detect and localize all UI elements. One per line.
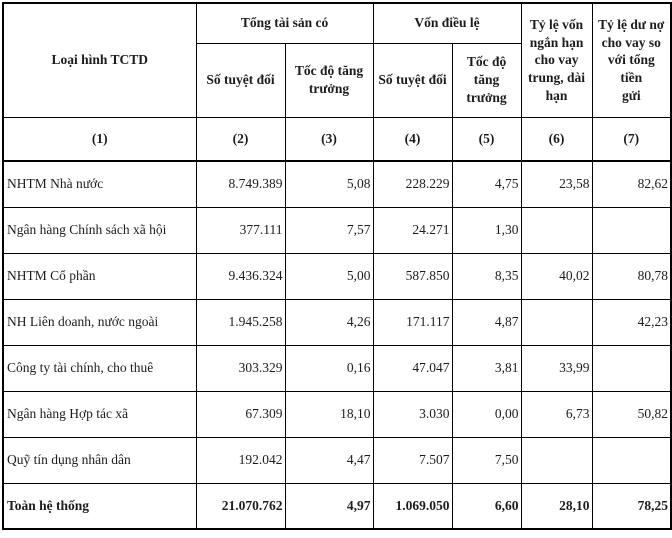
cell-loan-deposit-ratio: 42,23 — [591, 298, 672, 346]
cell-assets-absolute: 8.749.389 — [195, 160, 286, 208]
table-header: Loại hình TCTD Tổng tài sản có Vốn điều … — [2, 2, 672, 162]
cell-loan-deposit-ratio: 82,62 — [591, 160, 672, 208]
subheader-capital-growth: Tốc độ tăng trưởng — [451, 42, 522, 118]
cell-capital-growth: 3,81 — [451, 344, 522, 392]
cell-assets-absolute: 67.309 — [195, 390, 286, 438]
table-row: Ngân hàng Chính sách xã hội 377.111 7,57… — [2, 206, 672, 254]
cell-assets-absolute: 377.111 — [195, 206, 286, 254]
table-row: Công ty tài chính, cho thuê 303.329 0,16… — [2, 344, 672, 392]
cell-capital-growth: 4,87 — [451, 298, 522, 346]
header-charter-capital: Vốn điều lệ — [372, 2, 522, 44]
cell-assets-growth: 0,16 — [284, 344, 374, 392]
row-label: NHTM Nhà nước — [2, 160, 197, 208]
cell-assets-growth: 5,00 — [284, 252, 374, 300]
row-label: Công ty tài chính, cho thuê — [2, 344, 197, 392]
table-row: NHTM Nhà nước 8.749.389 5,08 228.229 4,7… — [2, 160, 672, 208]
header-loan-deposit-ratio: Tỷ lệ dư nợ cho vay so với tổng tiền gửi — [591, 2, 672, 118]
cell-loan-deposit-ratio — [591, 206, 672, 254]
cell-short-term-ratio: 33,99 — [520, 344, 593, 392]
cell-assets-growth: 4,47 — [284, 436, 374, 484]
row-label: NH Liên doanh, nước ngoài — [2, 298, 197, 346]
cell-capital-absolute: 7.507 — [372, 436, 453, 484]
row-label: Ngân hàng Chính sách xã hội — [2, 206, 197, 254]
row-label: Toàn hệ thống — [2, 482, 197, 530]
cell-capital-growth: 7,50 — [451, 436, 522, 484]
column-number-2: (2) — [195, 116, 286, 162]
column-number-7: (7) — [591, 116, 672, 162]
cell-loan-deposit-ratio: 50,82 — [591, 390, 672, 438]
cell-assets-growth: 7,57 — [284, 206, 374, 254]
cell-short-term-ratio — [520, 436, 593, 484]
cell-short-term-ratio: 40,02 — [520, 252, 593, 300]
cell-assets-growth: 5,08 — [284, 160, 374, 208]
cell-capital-growth: 1,30 — [451, 206, 522, 254]
header-row-column-numbers: (1) (2) (3) (4) (5) (6) (7) — [2, 116, 672, 162]
cell-short-term-ratio — [520, 206, 593, 254]
cell-capital-growth: 6,60 — [451, 482, 522, 530]
cell-capital-absolute: 171.117 — [372, 298, 453, 346]
subheader-assets-growth: Tốc độ tăng trưởng — [284, 42, 374, 118]
cell-capital-growth: 4,75 — [451, 160, 522, 208]
cell-short-term-ratio: 6,73 — [520, 390, 593, 438]
cell-capital-growth: 8,35 — [451, 252, 522, 300]
table-row: NH Liên doanh, nước ngoài 1.945.258 4,26… — [2, 298, 672, 346]
row-label: Quỹ tín dụng nhân dân — [2, 436, 197, 484]
cell-short-term-ratio — [520, 298, 593, 346]
cell-capital-absolute: 228.229 — [372, 160, 453, 208]
row-label: NHTM Cổ phần — [2, 252, 197, 300]
row-label: Ngân hàng Hợp tác xã — [2, 390, 197, 438]
cell-assets-growth: 4,26 — [284, 298, 374, 346]
cell-assets-absolute: 192.042 — [195, 436, 286, 484]
cell-loan-deposit-ratio: 78,25 — [591, 482, 672, 530]
cell-assets-absolute: 1.945.258 — [195, 298, 286, 346]
header-row-groups: Loại hình TCTD Tổng tài sản có Vốn điều … — [2, 2, 672, 118]
cell-capital-absolute: 587.850 — [372, 252, 453, 300]
cell-assets-absolute: 9.436.324 — [195, 252, 286, 300]
cell-assets-growth: 18,10 — [284, 390, 374, 438]
header-total-assets: Tổng tài sản có — [195, 2, 374, 44]
cell-capital-absolute: 3.030 — [372, 390, 453, 438]
cell-capital-growth: 0,00 — [451, 390, 522, 438]
cell-assets-absolute: 21.070.762 — [195, 482, 286, 530]
cell-loan-deposit-ratio: 80,78 — [591, 252, 672, 300]
table-row: NHTM Cổ phần 9.436.324 5,00 587.850 8,35… — [2, 252, 672, 300]
credit-institutions-table: Loại hình TCTD Tổng tài sản có Vốn điều … — [2, 2, 672, 530]
cell-assets-absolute: 303.329 — [195, 344, 286, 392]
header-row-subheaders: Số tuyệt đối Tốc độ tăng trưởng Số tuyệt… — [3, 42, 671, 118]
column-number-3: (3) — [284, 116, 374, 162]
cell-assets-growth: 4,97 — [284, 482, 374, 530]
cell-short-term-ratio: 23,58 — [520, 160, 593, 208]
header-institution-type: Loại hình TCTD — [2, 2, 197, 118]
table-row: Ngân hàng Hợp tác xã 67.309 18,10 3.030 … — [2, 390, 672, 438]
column-number-1: (1) — [2, 116, 197, 162]
column-number-5: (5) — [451, 116, 522, 162]
cell-capital-absolute: 24.271 — [372, 206, 453, 254]
subheader-assets-absolute: Số tuyệt đối — [195, 42, 286, 118]
cell-short-term-ratio: 28,10 — [520, 482, 593, 530]
cell-loan-deposit-ratio — [591, 436, 672, 484]
subheader-capital-absolute: Số tuyệt đối — [372, 42, 453, 118]
cell-capital-absolute: 47.047 — [372, 344, 453, 392]
column-number-4: (4) — [372, 116, 453, 162]
column-number-6: (6) — [520, 116, 593, 162]
table-row: Quỹ tín dụng nhân dân 192.042 4,47 7.507… — [2, 436, 672, 484]
cell-loan-deposit-ratio — [591, 344, 672, 392]
header-short-term-ratio: Tỷ lệ vốn ngắn hạn cho vay trung, dài hạ… — [520, 2, 593, 118]
table-body: NHTM Nhà nước 8.749.389 5,08 228.229 4,7… — [2, 160, 672, 530]
cell-capital-absolute: 1.069.050 — [372, 482, 453, 530]
table-row: Toàn hệ thống 21.070.762 4,97 1.069.050 … — [2, 482, 672, 530]
